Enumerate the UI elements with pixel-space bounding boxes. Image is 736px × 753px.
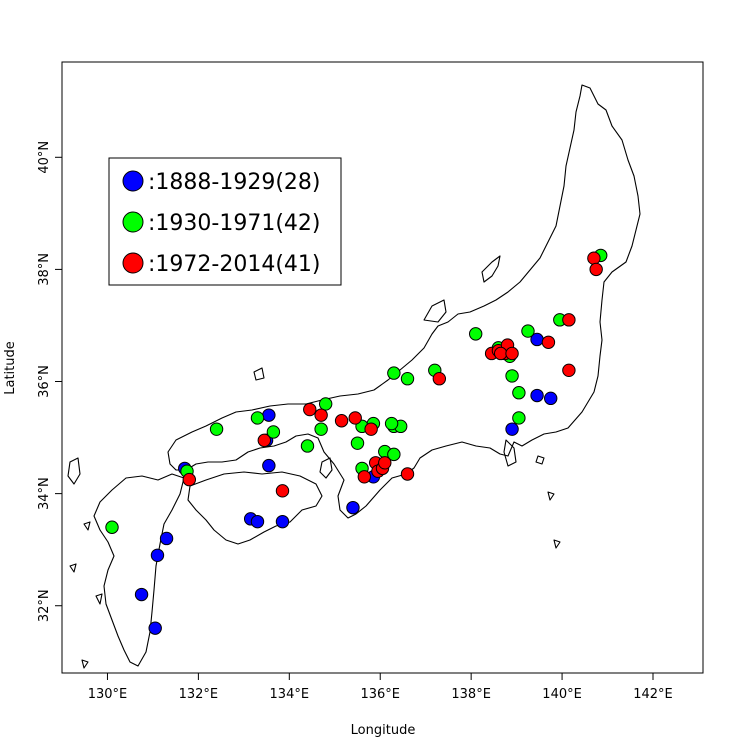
x-tick-label: 136°E (360, 687, 400, 702)
data-point (562, 313, 576, 327)
sado-outline (481, 255, 501, 283)
y-axis-title: Latitude (3, 341, 18, 395)
legend-box (108, 157, 342, 286)
x-tick-label: 140°E (542, 687, 582, 702)
data-point (493, 346, 508, 361)
data-point (266, 425, 281, 439)
data-point (334, 414, 349, 428)
awaji-outline (319, 457, 333, 479)
data-point (250, 411, 265, 425)
data-point (275, 514, 290, 529)
islet-6 (553, 539, 561, 549)
y-tick-label: 36°N (37, 365, 52, 398)
data-point (387, 447, 401, 462)
legend-label: :1972-2014(41) (148, 252, 321, 277)
data-point (182, 472, 196, 487)
legend-label: :1888-1929(28) (148, 170, 321, 195)
data-point (262, 458, 276, 473)
data-point (587, 251, 601, 265)
data-point (505, 422, 519, 436)
tsushima-outline (67, 457, 81, 485)
data-point (505, 369, 519, 383)
islet-7 (81, 659, 89, 669)
oshima-outline (535, 455, 545, 465)
islet-1 (83, 521, 91, 531)
data-point (350, 436, 365, 450)
y-tick-label: 38°N (37, 253, 52, 286)
data-point (512, 411, 526, 425)
y-axis: 32°N 34°N 36°N 38°N 40°N (37, 141, 62, 622)
data-point (530, 388, 544, 403)
coastline (67, 84, 641, 669)
x-tick-label: 132°E (179, 687, 219, 702)
kyushu-outline (93, 473, 185, 667)
data-point (250, 514, 265, 529)
data-point (348, 411, 362, 425)
legend-swatch (122, 170, 144, 192)
data-point (209, 422, 224, 436)
islet-5 (547, 491, 555, 501)
data-point (257, 433, 272, 448)
legend-swatch (122, 252, 144, 274)
data-point (505, 346, 519, 361)
data-point (387, 366, 401, 380)
legend-swatch (122, 211, 144, 233)
x-tick-label: 138°E (451, 687, 491, 702)
data-point (384, 416, 399, 431)
islet-3 (69, 563, 77, 573)
x-axis: 130°E 132°E 134°E 136°E 138°E 140°E 142°E (88, 673, 673, 702)
data-point (314, 408, 328, 422)
islet-2 (95, 593, 103, 605)
izu-outline (503, 439, 517, 467)
data-point (134, 587, 149, 602)
legend-label: :1930-1971(42) (148, 211, 321, 236)
legend: :1888-1929(28) :1930-1971(42) :1972-2014(4… (108, 157, 342, 286)
data-point (432, 372, 447, 386)
data-point (521, 324, 535, 338)
data-point (562, 363, 576, 378)
y-tick-label: 32°N (37, 589, 52, 622)
x-tick-label: 134°E (270, 687, 310, 702)
y-tick-label: 34°N (37, 477, 52, 510)
data-point (364, 422, 378, 436)
data-point (159, 531, 174, 546)
data-point (544, 391, 558, 406)
data-point (303, 402, 317, 417)
data-point (400, 467, 415, 481)
data-point (589, 262, 603, 277)
data-point (346, 500, 360, 515)
data-point (300, 439, 315, 453)
data-point (378, 456, 392, 470)
honshu-outline (167, 84, 641, 519)
data-point (468, 327, 483, 341)
data-point (512, 386, 526, 400)
islet-4 (253, 367, 265, 381)
y-tick-label: 40°N (37, 141, 52, 174)
data-point (150, 548, 165, 562)
legend-items: :1888-1929(28) :1930-1971(42) :1972-2014(4… (122, 170, 321, 277)
shikoku-outline (187, 471, 323, 545)
noto-outline (423, 299, 447, 323)
data-point (105, 520, 119, 534)
x-axis-title: Longitude (351, 723, 416, 738)
x-tick-label: 130°E (88, 687, 128, 702)
data-point (148, 621, 162, 635)
data-point (357, 470, 372, 484)
data-point (541, 335, 556, 349)
data-point (314, 422, 328, 436)
x-tick-label: 142°E (633, 687, 673, 702)
data-point (400, 372, 415, 386)
plot-frame (61, 61, 704, 674)
data-point (318, 397, 333, 411)
data-points (105, 248, 608, 635)
data-point (275, 484, 290, 498)
data-point (262, 408, 276, 422)
